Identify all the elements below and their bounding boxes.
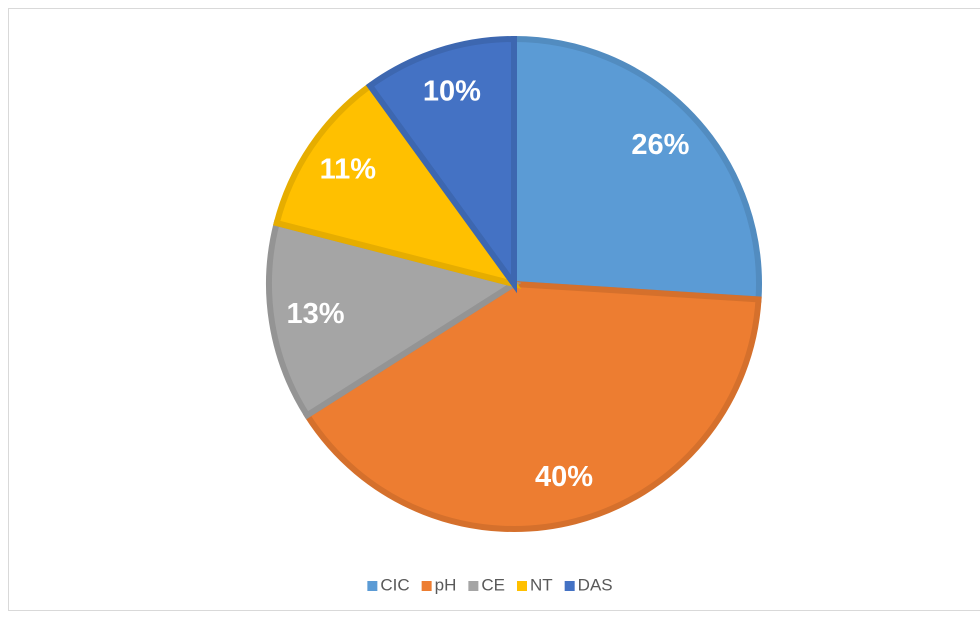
legend-label: pH xyxy=(435,575,457,594)
data-label: 10% xyxy=(423,76,481,108)
data-label: 11% xyxy=(320,154,377,186)
pie-slice-border xyxy=(365,35,517,294)
legend-swatch xyxy=(517,581,527,591)
legend-label: DAS xyxy=(578,575,613,594)
pie-slice xyxy=(276,85,514,284)
legend-label: CIC xyxy=(380,575,409,594)
legend-label: NT xyxy=(530,575,553,594)
pie-slice-border xyxy=(302,280,762,532)
legend-swatch xyxy=(468,581,479,591)
pie-slice xyxy=(514,39,759,300)
data-label: 26% xyxy=(631,129,689,161)
legend: CIC pH CE NT DAS xyxy=(367,575,613,594)
legend-label: CE xyxy=(481,575,505,594)
pie-slice-border xyxy=(266,219,522,420)
data-label: 40% xyxy=(535,461,593,493)
pie-slice-border xyxy=(511,35,762,303)
legend-swatch xyxy=(421,581,432,591)
data-label: 13% xyxy=(287,298,345,330)
pie-slice xyxy=(369,39,514,284)
legend-swatch xyxy=(367,581,378,591)
legend-swatch xyxy=(564,581,575,591)
pie-slice-border xyxy=(273,81,522,289)
